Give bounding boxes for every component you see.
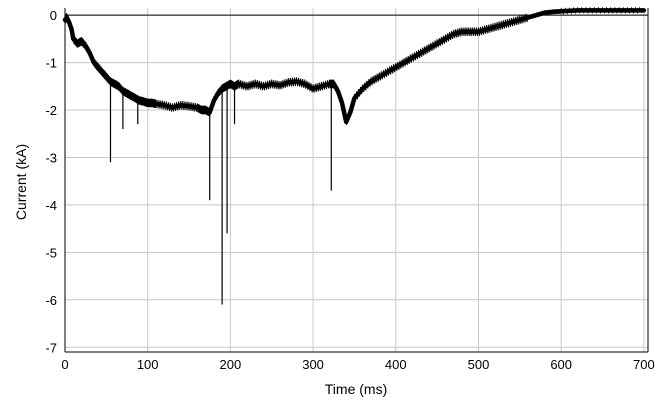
x-tick-label: 500: [468, 357, 490, 372]
x-tick-label: 600: [550, 357, 572, 372]
x-tick-label: 300: [302, 357, 324, 372]
x-tick-label: 400: [385, 357, 407, 372]
x-axis-title: Time (ms): [325, 381, 387, 397]
y-tick-label: -5: [45, 245, 57, 260]
x-tick-label: 100: [137, 357, 159, 372]
axes-group: [64, 8, 649, 353]
y-tick-label: -7: [45, 340, 57, 355]
current-trace-noise: [64, 6, 643, 126]
y-tick-label: -3: [45, 150, 57, 165]
x-tick-label: 700: [633, 357, 655, 372]
y-tick-label: -2: [45, 103, 57, 118]
y-tick-label: -4: [45, 198, 57, 213]
series-group: [62, 6, 647, 305]
y-tick-label: -6: [45, 293, 57, 308]
y-axis-title: Current (kA): [13, 144, 29, 220]
x-tick-label: 0: [61, 357, 68, 372]
x-tick-label: 200: [220, 357, 242, 372]
tick-labels: 0 100 200 300 400 500 600 700 0 -1 -2 -3 -4 -5 -6 -7: [45, 8, 654, 372]
y-tick-label: 0: [50, 8, 57, 23]
y-tick-label: -1: [45, 56, 57, 71]
gridlines: [64, 8, 648, 352]
